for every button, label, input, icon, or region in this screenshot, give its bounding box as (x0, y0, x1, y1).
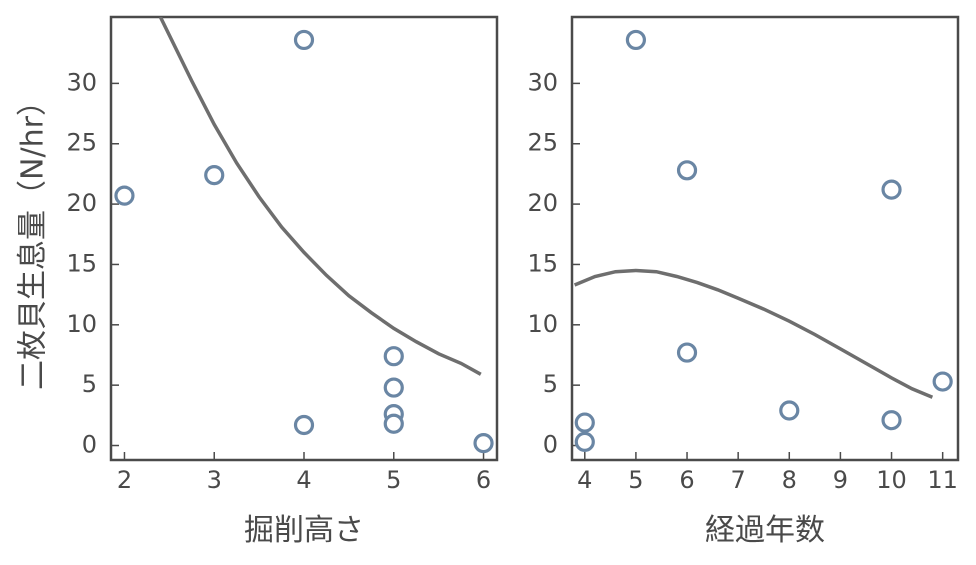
panel-1-data-point (473, 433, 494, 454)
panel-2-data-point (881, 179, 902, 200)
panel-1-data-point (114, 185, 135, 206)
panel-2-x-tick-label: 5 (628, 466, 643, 494)
panel-2-y-tick-label: 25 (527, 129, 558, 157)
panel-1-x-tick-label: 5 (386, 466, 401, 494)
panel-1-frame (109, 15, 499, 462)
panel-2-data-point (676, 160, 698, 181)
panel-1-x-tick-label: 6 (476, 466, 491, 494)
panel-1-data-point (293, 414, 315, 436)
panel-1-y-tick-label: 5 (82, 370, 97, 398)
panel-1-data-point (383, 346, 404, 367)
panel-2-data-point (574, 431, 595, 452)
panel-2-y-tick-label: 20 (527, 189, 558, 217)
panel-2-y-tick-label: 0 (543, 431, 558, 459)
panel-2-frame (570, 15, 960, 462)
panel-1-x-tick-label: 4 (296, 466, 311, 494)
panel-1-y-tick-label: 15 (66, 249, 97, 277)
panel-2-x-tick-label: 11 (927, 466, 958, 494)
panel-2-y-tick-label: 5 (543, 370, 558, 398)
panel-1-y-tick-label: 0 (82, 431, 97, 459)
panel-2-x-axis-title: 経過年数 (705, 513, 825, 548)
panel-1-y-tick-label: 10 (66, 310, 97, 338)
panel-1-data-point (293, 29, 315, 51)
panel-1-data-point (204, 165, 225, 186)
panel-2-x-tick-label: 7 (731, 466, 746, 494)
panel-2-y-tick-label: 15 (527, 249, 558, 277)
panel-1-y-tick-label: 30 (66, 68, 97, 96)
panel-2-fit-curve (573, 268, 934, 399)
panel-2-data-point (676, 342, 698, 363)
y-axis-title: 二枚貝生息量（N/hr） (16, 86, 51, 390)
panel-2-x-tick-label: 4 (577, 466, 592, 494)
panel-2-data-point (881, 410, 902, 431)
panel-1-x-tick-label: 2 (117, 466, 132, 494)
panel-2-data-point (779, 400, 800, 421)
panel-1-x-axis-title: 掘削高さ (244, 513, 364, 548)
panel-1-data-point (383, 377, 404, 398)
panel-2-data-point (932, 371, 953, 392)
panel-2-y-tick-label: 30 (527, 68, 558, 96)
panel-1-y-tick-label: 20 (66, 189, 97, 217)
panel-2-x-tick-label: 6 (679, 466, 694, 494)
panel-2-y-tick-label: 10 (527, 310, 558, 338)
panel-2-x-tick-label: 10 (876, 466, 907, 494)
panel-2-x-tick-label: 9 (833, 466, 848, 494)
panel-1-data-point (383, 413, 404, 434)
panel-1-y-tick-label: 25 (66, 129, 97, 157)
panel-1-fit-curve (158, 17, 482, 376)
panel-2-data-point (625, 29, 647, 51)
panel-2-x-tick-label: 8 (782, 466, 797, 494)
panel-2-data-point (574, 412, 595, 433)
panel-1-x-tick-label: 3 (207, 466, 222, 494)
